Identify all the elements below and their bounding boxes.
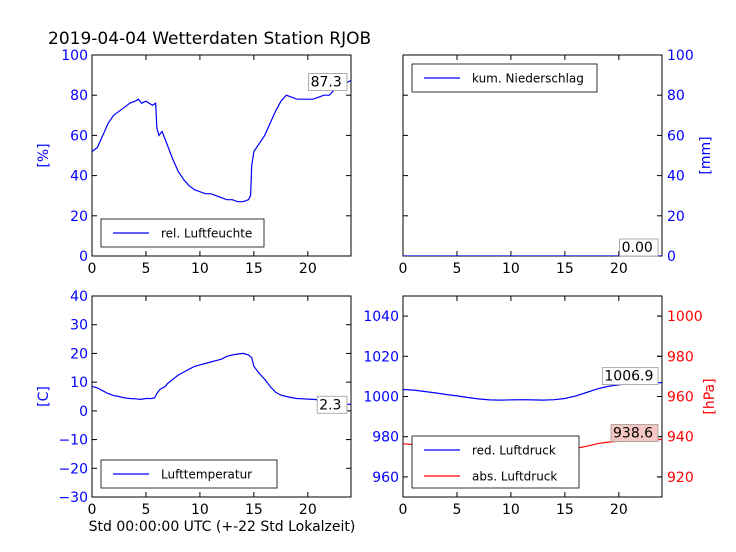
y-tick-label: 60 bbox=[70, 128, 88, 144]
y-tick-label: 10 bbox=[70, 375, 88, 391]
x-tick-label: 10 bbox=[191, 261, 209, 277]
y-tick-label: −20 bbox=[58, 461, 88, 477]
y-tick-label: 0 bbox=[667, 249, 676, 265]
x-axis-label: Std 00:00:00 UTC (+-22 Std Lokalzeit) bbox=[89, 519, 356, 535]
x-tick-label: 20 bbox=[610, 261, 628, 277]
x-tick-label: 10 bbox=[502, 261, 520, 277]
value-annotation: 87.3 bbox=[311, 75, 342, 91]
x-tick-label: 0 bbox=[399, 261, 408, 277]
y-tick-label: 30 bbox=[70, 318, 88, 334]
y2-tick-label: 960 bbox=[667, 390, 694, 406]
x-tick-label: 5 bbox=[452, 261, 461, 277]
value-annotation: 1006.9 bbox=[604, 369, 653, 385]
y-tick-label: 40 bbox=[667, 169, 685, 185]
y-tick-label: −30 bbox=[58, 490, 88, 506]
x-tick-label: 10 bbox=[502, 502, 520, 518]
legend-entry: red. Luftdruck bbox=[472, 444, 556, 458]
value-annotation: 0.00 bbox=[622, 240, 653, 256]
x-tick-label: 20 bbox=[610, 502, 628, 518]
value-annotation-box bbox=[602, 367, 659, 386]
y-tick-label: 100 bbox=[667, 48, 694, 64]
x-tick-label: 5 bbox=[141, 502, 150, 518]
y-tick-label: 20 bbox=[70, 346, 88, 362]
y-axis-label: [C] bbox=[36, 386, 52, 407]
x-tick-label: 15 bbox=[245, 502, 263, 518]
legend-box bbox=[411, 435, 580, 489]
series-line bbox=[92, 352, 351, 405]
panel-top-left: 0 5 10 15 20 0 20 40 60 80 100 [%] rel. Luftfeuchte 8… bbox=[36, 48, 352, 277]
y-tick-label: 980 bbox=[372, 430, 399, 446]
value-annotation-box bbox=[308, 73, 348, 91]
value-annotation: 2.3 bbox=[319, 397, 341, 413]
value-annotation-box bbox=[316, 395, 348, 414]
series-line bbox=[92, 79, 351, 203]
x-tick-label: 20 bbox=[299, 261, 317, 277]
y-tick-label: −10 bbox=[58, 433, 88, 449]
y-axis-label: [mm] bbox=[698, 136, 714, 174]
value-annotation-box bbox=[619, 238, 659, 257]
y2-tick-label: 980 bbox=[667, 349, 694, 365]
x-tick-label: 10 bbox=[191, 502, 209, 518]
legend-entry: rel. Luftfeuchte bbox=[161, 227, 252, 241]
x-tick-label: 0 bbox=[399, 502, 408, 518]
x-tick-label: 0 bbox=[88, 261, 97, 277]
y-tick-label: 20 bbox=[70, 209, 88, 225]
y-tick-label: 1020 bbox=[363, 349, 399, 365]
y-tick-label: 40 bbox=[70, 289, 88, 305]
y-axis-label: [%] bbox=[36, 143, 52, 167]
y-tick-label: 60 bbox=[667, 128, 685, 144]
y-tick-label: 80 bbox=[667, 88, 685, 104]
y-tick-label: 100 bbox=[61, 48, 88, 64]
y-tick-label: 0 bbox=[79, 404, 88, 420]
legend-entry: abs. Luftdruck bbox=[472, 470, 557, 484]
series-line bbox=[403, 382, 662, 401]
y-tick-label: 40 bbox=[70, 169, 88, 185]
figure-title: 2019-04-04 Wetterdaten Station RJOB bbox=[48, 29, 371, 49]
panel-bottom-left: 0 5 10 15 20 −30 −20 −10 0 10 20 30 40 [C] Lufttempera… bbox=[36, 289, 352, 518]
y2-axis-label: [hPa] bbox=[702, 378, 718, 414]
legend-entry: kum. Niederschlag bbox=[472, 72, 584, 86]
x-tick-label: 5 bbox=[452, 502, 461, 518]
y-tick-label: 0 bbox=[79, 249, 88, 265]
x-tick-label: 15 bbox=[556, 261, 574, 277]
x-tick-label: 15 bbox=[245, 261, 263, 277]
y-tick-label: 1000 bbox=[363, 390, 399, 406]
panel-bottom-right: 0 5 10 15 20 960 980 1000 1020 1040 920 940 960 980 10… bbox=[363, 295, 718, 518]
value-annotation-box bbox=[610, 424, 659, 442]
y2-tick-label: 1000 bbox=[667, 309, 703, 325]
y-tick-label: 1040 bbox=[363, 309, 399, 325]
axes-frame bbox=[91, 54, 352, 257]
y-tick-label: 80 bbox=[70, 88, 88, 104]
value-annotation: 938.6 bbox=[613, 426, 653, 442]
x-tick-label: 20 bbox=[299, 502, 317, 518]
y2-tick-label: 920 bbox=[667, 470, 694, 486]
y-tick-label: 20 bbox=[667, 209, 685, 225]
x-tick-label: 0 bbox=[88, 502, 97, 518]
axes-frame bbox=[91, 295, 352, 498]
y2-tick-label: 940 bbox=[667, 430, 694, 446]
panel-top-right: 0 5 10 15 20 0 20 40 60 80 100 [mm] kum. Niederschla… bbox=[399, 48, 714, 277]
y-tick-label: 960 bbox=[372, 470, 399, 486]
x-tick-label: 15 bbox=[556, 502, 574, 518]
x-tick-label: 5 bbox=[141, 261, 150, 277]
legend-entry: Lufttemperatur bbox=[161, 468, 252, 482]
